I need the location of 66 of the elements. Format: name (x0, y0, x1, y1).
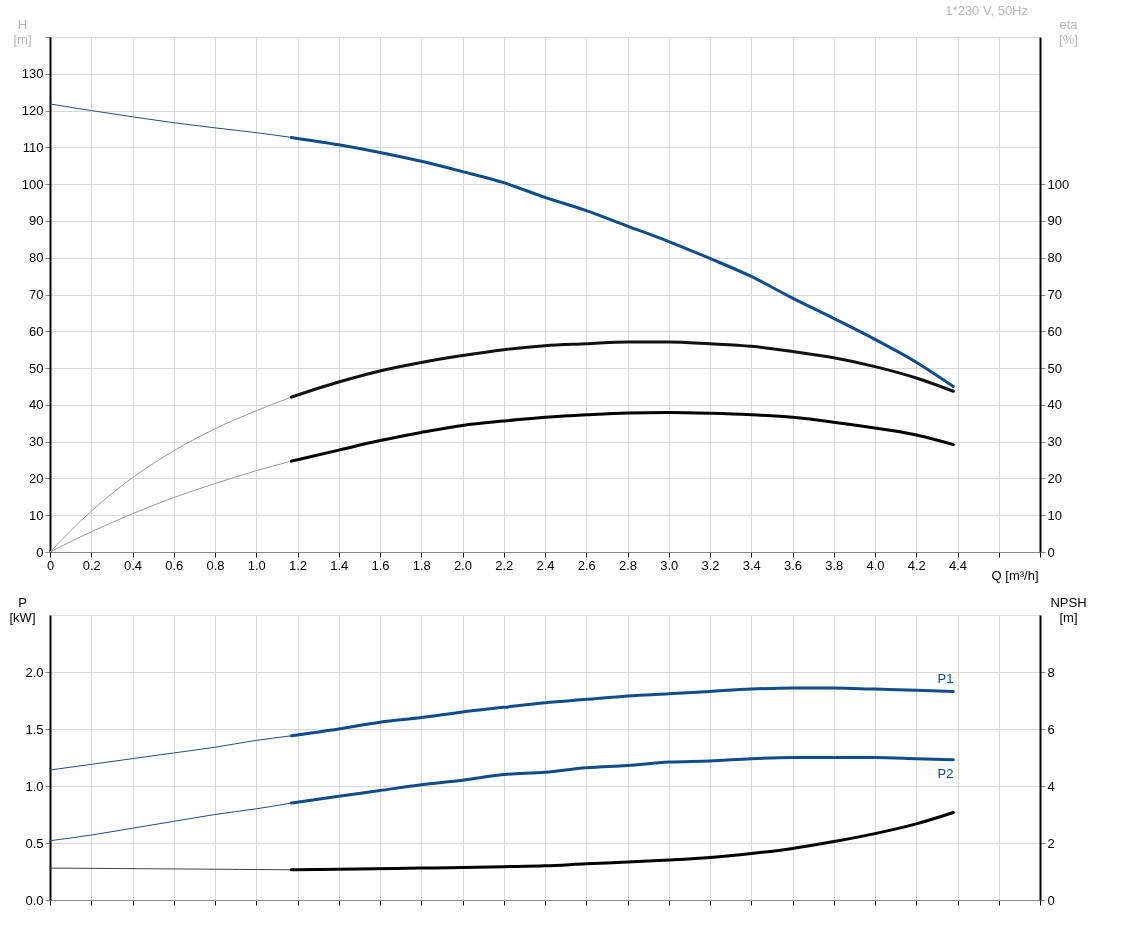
x-tick-label: 2.0 (453, 557, 473, 573)
y2-tick-label: 6 (1047, 721, 1055, 737)
y-tick-label: 60 (29, 323, 44, 339)
x-tick-label: 0.4 (123, 557, 143, 573)
y-tick-label: 130 (21, 66, 44, 82)
y2-tick-label: 40 (1047, 397, 1062, 413)
series-label: P2 (937, 765, 954, 781)
x-tick-label: 1.4 (330, 557, 349, 573)
y2-tick-label: 2 (1047, 835, 1055, 851)
text: 1*230 V, 50Hz (945, 3, 1028, 18)
y-tick-label: 120 (21, 103, 44, 119)
y-tick-label: 0 (36, 544, 44, 560)
y-tick-label: 10 (29, 507, 44, 523)
x-tick-label: 2.4 (536, 557, 555, 573)
x-tick-label: 4.4 (948, 557, 968, 573)
y-tick-label: 110 (22, 139, 44, 155)
y-axis-title: P [kW] (9, 594, 36, 625)
series-label: P1 (937, 671, 954, 687)
x-tick-label: 3.0 (660, 557, 679, 573)
y-tick-label: 30 (29, 434, 44, 450)
y2-tick-label: 50 (1047, 360, 1062, 376)
y2-tick-label: 30 (1047, 434, 1062, 450)
y2-tick-label: 100 (1047, 176, 1070, 192)
y2-tick-label: 8 (1047, 664, 1055, 680)
y2-tick-label: 0 (1047, 544, 1055, 560)
y-tick-label: 70 (29, 287, 44, 302)
x-tick-label: 1.0 (247, 557, 266, 573)
x-tick-label: 3.4 (742, 557, 761, 573)
x-tick-label: 3.6 (783, 557, 803, 573)
y2-tick-label: 80 (1047, 250, 1062, 266)
x-tick-label: 3.2 (701, 557, 720, 573)
x-tick-label: 2.2 (495, 557, 514, 573)
y2-axis-title: NPSH [m] (1050, 594, 1087, 625)
y-tick-label: 80 (29, 250, 44, 266)
x-tick-label: 0.8 (206, 557, 225, 573)
y-tick-label: 90 (29, 213, 44, 229)
x-tick-label: 4.2 (907, 557, 926, 573)
x-tick-label: 2.8 (618, 557, 638, 573)
y-axis-title: H [m] (13, 16, 32, 47)
y2-tick-label: 70 (1047, 287, 1062, 302)
x-tick-label: 0.2 (82, 557, 101, 573)
y-tick-label: 1.5 (25, 721, 44, 737)
y2-axis-title: eta [%] (1059, 16, 1079, 47)
y-tick-label: 0.0 (25, 892, 44, 908)
x-tick-label: 4.0 (866, 557, 885, 573)
y2-tick-label: 20 (1047, 470, 1062, 486)
y-tick-label: 40 (29, 397, 44, 413)
y-tick-label: 0.5 (25, 835, 44, 851)
y2-tick-label: 60 (1047, 323, 1062, 339)
x-tick-label: 0 (46, 557, 55, 573)
y-tick-label: 50 (29, 360, 44, 376)
x-tick-label: 1.2 (288, 557, 308, 573)
y2-tick-label: 0 (1047, 892, 1055, 908)
y-tick-label: 1.0 (25, 778, 44, 794)
y-tick-label: 100 (21, 176, 44, 192)
y2-tick-label: 90 (1047, 213, 1062, 229)
y2-tick-label: 10 (1047, 507, 1062, 523)
x-tick-label: 1.8 (412, 557, 431, 573)
y-tick-label: 20 (29, 470, 44, 486)
x-tick-label: 3.8 (825, 557, 844, 573)
x-tick-label: 2.6 (577, 557, 596, 573)
x-tick-label: 0.6 (165, 557, 184, 573)
x-tick-label: 1.6 (371, 557, 390, 573)
x-axis-title: Q [m³/h] (991, 567, 1039, 583)
y2-tick-label: 4 (1047, 778, 1055, 794)
y-tick-label: 2.0 (25, 664, 44, 680)
